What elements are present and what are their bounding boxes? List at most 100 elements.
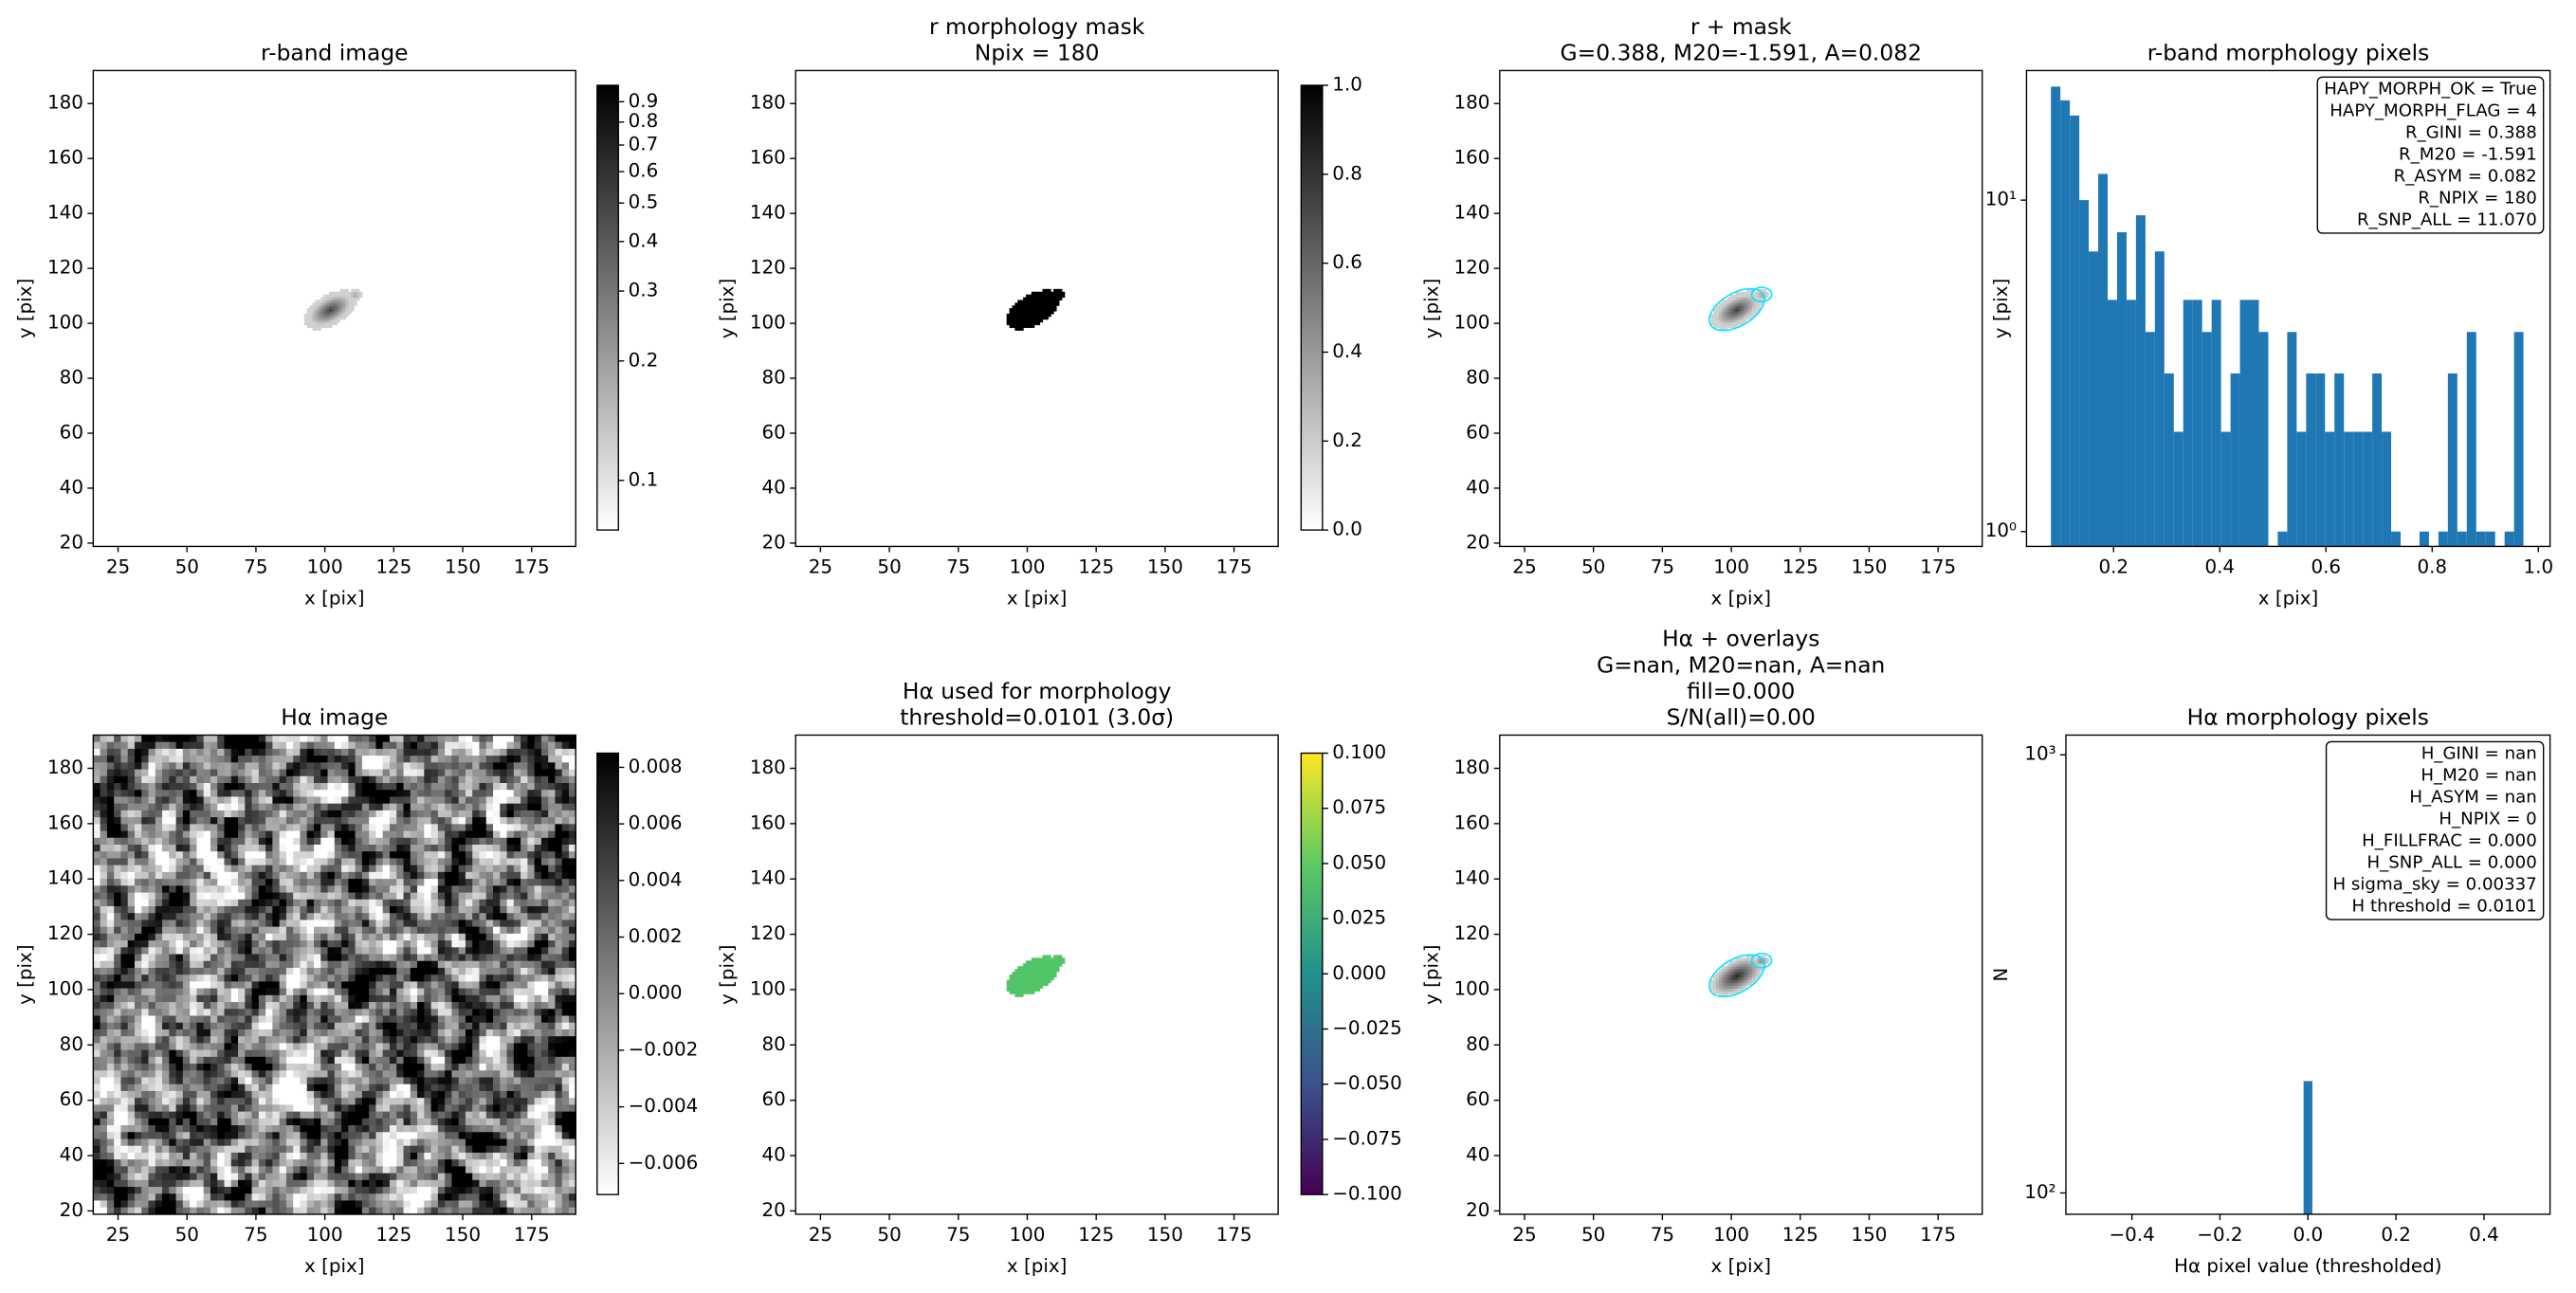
image-pixel: [265, 1070, 274, 1079]
image-pixel: [424, 1056, 432, 1065]
image-pixel: [93, 1118, 101, 1126]
image-pixel: [472, 851, 481, 860]
image-pixel: [327, 892, 336, 901]
image-pixel: [389, 1015, 397, 1024]
histogram-bar: [2211, 300, 2221, 547]
image-pixel: [127, 796, 136, 805]
image-pixel: [445, 1070, 453, 1079]
image-pixel: [548, 913, 557, 921]
image-pixel: [114, 865, 122, 873]
image-pixel: [258, 762, 266, 771]
image-pixel: [313, 851, 321, 860]
image-pixel: [369, 1056, 377, 1065]
image-pixel: [272, 762, 281, 771]
image-pixel: [306, 1036, 315, 1045]
image-pixel: [1061, 291, 1066, 296]
image-pixel: [534, 1015, 542, 1024]
image-pixel: [479, 1036, 487, 1045]
image-pixel: [424, 756, 432, 764]
image-pixel: [424, 981, 432, 990]
image-pixel: [293, 1118, 301, 1126]
image-pixel: [127, 885, 136, 894]
image-pixel: [285, 913, 294, 921]
image-pixel: [479, 1064, 487, 1071]
image-pixel: [224, 748, 232, 756]
image-pixel: [100, 1036, 108, 1045]
image-pixel: [224, 1056, 232, 1065]
image-pixel: [389, 933, 397, 941]
image-pixel: [320, 796, 329, 805]
image-pixel: [1023, 308, 1027, 312]
image-pixel: [210, 1043, 218, 1051]
image-pixel: [527, 1036, 536, 1045]
image-pixel: [479, 1084, 487, 1092]
image-pixel: [341, 994, 350, 1003]
image-pixel: [561, 1015, 570, 1024]
image-pixel: [1036, 294, 1041, 299]
image-pixel: [300, 796, 308, 805]
image-pixel: [506, 926, 515, 935]
image-pixel: [500, 1125, 508, 1133]
image-pixel: [485, 775, 494, 784]
image-pixel: [1006, 321, 1011, 326]
image-pixel: [141, 994, 150, 1003]
image-pixel: [540, 871, 549, 880]
image-pixel: [430, 1111, 439, 1120]
colorbar-tick-label: 0.4: [1332, 340, 1362, 362]
image-pixel: [245, 1070, 253, 1079]
image-pixel: [120, 892, 129, 901]
image-pixel: [355, 871, 363, 880]
image-pixel: [1718, 316, 1723, 320]
image-pixel: [162, 981, 171, 990]
image-pixel: [534, 741, 542, 750]
image-pixel: [568, 940, 576, 949]
image-pixel: [134, 762, 142, 771]
image-pixel: [513, 920, 521, 928]
image-pixel: [182, 762, 191, 771]
image-pixel: [175, 837, 184, 846]
image-pixel: [348, 892, 356, 901]
image-pixel: [417, 994, 426, 1003]
image-pixel: [506, 837, 515, 846]
image-pixel: [479, 885, 487, 894]
image-pixel: [203, 837, 211, 846]
image-pixel: [127, 1132, 136, 1140]
image-pixel: [230, 1118, 239, 1126]
image-pixel: [320, 994, 329, 1003]
y-axis-label: y [pix]: [14, 279, 36, 339]
image-pixel: [369, 858, 377, 866]
image-pixel: [279, 858, 287, 866]
image-pixel: [424, 1098, 432, 1106]
image-pixel: [479, 1056, 487, 1065]
image-pixel: [348, 824, 356, 832]
image-pixel: [561, 796, 570, 805]
image-pixel: [341, 960, 350, 969]
image-pixel: [134, 1104, 142, 1113]
image-pixel: [251, 748, 260, 756]
image-pixel: [540, 845, 549, 852]
image-pixel: [403, 879, 411, 887]
image-pixel: [472, 769, 481, 777]
image-pixel: [527, 1098, 536, 1106]
image-pixel: [540, 1009, 549, 1017]
image-pixel: [175, 775, 184, 784]
image-pixel: [224, 1098, 232, 1106]
image-pixel: [375, 1077, 384, 1085]
x-axis-label: x [pix]: [1710, 587, 1771, 609]
image-pixel: [369, 1084, 377, 1092]
image-pixel: [375, 851, 384, 860]
image-pixel: [175, 796, 184, 805]
image-pixel: [251, 885, 260, 894]
image-pixel: [327, 1111, 336, 1120]
image-pixel: [534, 1070, 542, 1079]
image-pixel: [375, 933, 384, 941]
image-pixel: [245, 741, 253, 750]
image-pixel: [451, 1125, 460, 1133]
image-pixel: [245, 1077, 253, 1085]
image-pixel: [382, 1036, 391, 1045]
image-pixel: [272, 988, 281, 996]
image-pixel: [114, 796, 122, 805]
image-pixel: [389, 1138, 397, 1147]
image-pixel: [437, 1064, 446, 1071]
image-pixel: [265, 988, 274, 996]
